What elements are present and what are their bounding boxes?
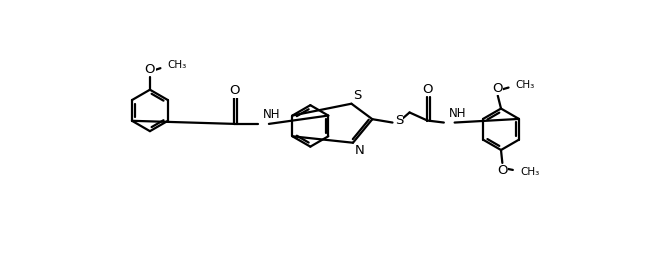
Text: O: O	[492, 82, 503, 95]
Text: S: S	[354, 89, 362, 102]
Text: N: N	[354, 144, 364, 157]
Text: CH₃: CH₃	[520, 167, 539, 177]
Text: O: O	[497, 164, 508, 177]
Text: CH₃: CH₃	[516, 80, 535, 90]
Text: NH: NH	[449, 107, 467, 120]
Text: NH: NH	[263, 108, 280, 121]
Text: O: O	[422, 83, 432, 96]
Text: CH₃: CH₃	[168, 60, 187, 70]
Text: O: O	[145, 63, 155, 76]
Text: S: S	[395, 114, 403, 127]
Text: O: O	[229, 84, 240, 97]
